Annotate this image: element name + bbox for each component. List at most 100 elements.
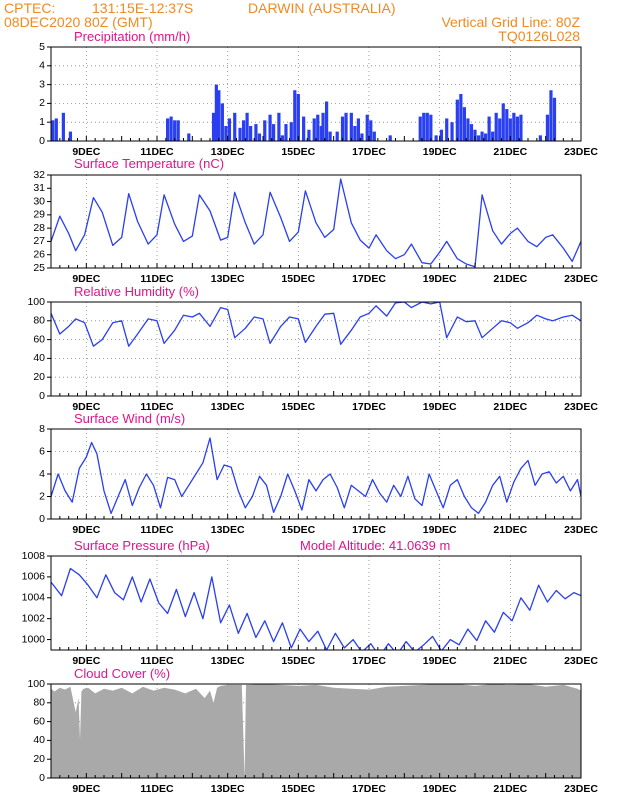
precip-bar bbox=[508, 118, 512, 141]
precip-bar bbox=[312, 118, 316, 141]
surface-wind-title: Surface Wind (m/s) bbox=[74, 411, 185, 426]
precip-bar bbox=[284, 124, 288, 141]
relative-humidity-ytick-label: 80 bbox=[33, 315, 45, 327]
precip-bar bbox=[211, 112, 216, 141]
relative-humidity-series bbox=[51, 302, 581, 347]
precip-bar bbox=[249, 125, 253, 141]
surface-pressure-frame bbox=[50, 555, 582, 651]
precip-bar bbox=[365, 114, 369, 141]
relative-humidity-xtick-label: 19DEC bbox=[423, 401, 457, 413]
precip-bar bbox=[505, 109, 509, 141]
surface-wind-line bbox=[51, 437, 581, 515]
surface-temperature-ytick-label: 30 bbox=[33, 195, 45, 207]
precip-bar bbox=[241, 120, 246, 141]
precipitation-ytick-label: 1 bbox=[39, 116, 45, 128]
surface-wind-ytick-label: 0 bbox=[39, 513, 45, 525]
precip-bar bbox=[263, 120, 267, 141]
precipitation-xtick-label: 13DEC bbox=[211, 146, 245, 158]
surface-temperature-ytick-label: 31 bbox=[33, 182, 45, 194]
precip-bar bbox=[340, 116, 345, 141]
precipitation-ytick-label: 0 bbox=[39, 135, 45, 147]
precip-bar bbox=[302, 116, 306, 141]
surface-temperature-ytick-label: 29 bbox=[33, 209, 45, 221]
surface-pressure-xtick-label: 19DEC bbox=[423, 655, 457, 667]
precip-bar bbox=[316, 114, 320, 141]
surface-wind-xtick-label: 9DEC bbox=[72, 524, 100, 536]
precip-bar bbox=[450, 122, 454, 141]
precip-bar bbox=[227, 118, 232, 141]
precip-bar bbox=[51, 120, 55, 141]
precip-bar bbox=[552, 97, 557, 141]
header-source: CPTEC: bbox=[4, 0, 55, 16]
precip-bar bbox=[187, 133, 191, 141]
precip-bar bbox=[476, 135, 481, 141]
relative-humidity-xtick-label: 21DEC bbox=[493, 401, 527, 413]
surface-temperature-line bbox=[51, 178, 581, 268]
surface-wind-xtick-label: 17DEC bbox=[352, 524, 386, 536]
surface-wind-panel: Surface Wind (m/s) 0 2 4 6 8 9DEC 11DEC 13DEC 15D… bbox=[39, 411, 598, 536]
precipitation-xtick-label: 9DEC bbox=[72, 146, 100, 158]
precipitation-xtick-label: 17DEC bbox=[352, 146, 386, 158]
surface-pressure-xtick-label: 23DEC bbox=[564, 655, 598, 667]
surface-wind-ytick-label: 2 bbox=[39, 490, 45, 502]
precip-bar bbox=[498, 118, 502, 141]
surface-wind-ytick-label: 6 bbox=[39, 445, 45, 457]
precip-bar bbox=[425, 112, 429, 141]
precipitation-xtick-label: 21DEC bbox=[493, 146, 527, 158]
cloud-cover-title: Cloud Cover (%) bbox=[74, 666, 170, 681]
relative-humidity-xtick-label: 17DEC bbox=[352, 401, 386, 413]
cloud-cover-ytick-label: 100 bbox=[27, 678, 45, 690]
precipitation-title: Precipitation (mm/h) bbox=[74, 29, 190, 44]
cloud-cover-xtick-label: 19DEC bbox=[423, 783, 457, 795]
precip-bar bbox=[491, 131, 495, 141]
surface-pressure-panel: Surface Pressure (hPa) Model Altitude: 41… bbox=[22, 538, 599, 667]
relative-humidity-ytick-label: 0 bbox=[39, 390, 45, 402]
cloud-cover-xtick-label: 17DEC bbox=[352, 783, 386, 795]
surface-pressure-xtick-label: 17DEC bbox=[352, 655, 386, 667]
precip-bar bbox=[418, 116, 422, 141]
surface-wind-xtick-label: 21DEC bbox=[493, 524, 527, 536]
surface-pressure-title: Surface Pressure (hPa) bbox=[74, 538, 210, 553]
precip-bar bbox=[422, 112, 426, 141]
precip-bar bbox=[328, 131, 332, 141]
cloud-cover-ytick-label: 20 bbox=[33, 753, 45, 765]
precipitation-panel: Precipitation (mm/h) 0 1 2 3 4 5 9DEC 11DEC 13DEC… bbox=[39, 29, 598, 158]
header-grid-note: Vertical Grid Line: 80Z bbox=[441, 14, 580, 30]
surface-pressure-xtick-label: 9DEC bbox=[72, 655, 100, 667]
precip-bar bbox=[224, 125, 228, 141]
precip-bar bbox=[538, 135, 542, 141]
surface-wind-xtick-label: 15DEC bbox=[281, 524, 315, 536]
surface-pressure-ytick-label: 1006 bbox=[22, 571, 46, 583]
precip-bar bbox=[319, 125, 323, 141]
precip-bar bbox=[245, 112, 249, 141]
relative-humidity-ytick-label: 60 bbox=[33, 333, 45, 345]
precip-bar bbox=[494, 112, 498, 141]
surface-temperature-xtick-label: 23DEC bbox=[564, 273, 598, 285]
surface-wind-series bbox=[51, 437, 581, 515]
precip-bar bbox=[469, 124, 474, 141]
cloud-cover-panel: Cloud Cover (%) 0 20 40 60 80 100 9DEC 11DEC 13DE… bbox=[27, 666, 598, 795]
precip-bar bbox=[439, 129, 444, 141]
header-run-time: 08DEC2020 80Z (GMT) bbox=[4, 14, 153, 30]
precipitation-xtick-label: 11DEC bbox=[140, 146, 174, 158]
precip-bar bbox=[296, 94, 300, 141]
relative-humidity-title: Relative Humidity (%) bbox=[74, 284, 199, 299]
precip-bar bbox=[549, 90, 553, 141]
cloud-cover-xtick-label: 15DEC bbox=[281, 783, 315, 795]
precip-bar bbox=[277, 112, 281, 141]
surface-pressure-ytick-label: 1004 bbox=[22, 592, 46, 604]
precip-bar bbox=[335, 131, 339, 141]
surface-temperature-xtick-label: 17DEC bbox=[352, 273, 386, 285]
relative-humidity-ytick-label: 100 bbox=[27, 296, 45, 308]
precip-bar bbox=[360, 133, 364, 141]
surface-pressure-xtick-label: 13DEC bbox=[211, 655, 245, 667]
cloud-cover-xtick-label: 13DEC bbox=[211, 783, 245, 795]
precip-bar bbox=[445, 118, 449, 141]
cloud-cover-xtick-label: 23DEC bbox=[564, 783, 598, 795]
precipitation-ytick-label: 4 bbox=[39, 60, 45, 72]
relative-humidity-xtick-label: 13DEC bbox=[211, 401, 245, 413]
surface-temperature-xtick-label: 11DEC bbox=[140, 273, 174, 285]
precipitation-xtick-label: 19DEC bbox=[423, 146, 457, 158]
surface-wind-ytick-label: 4 bbox=[39, 468, 45, 480]
